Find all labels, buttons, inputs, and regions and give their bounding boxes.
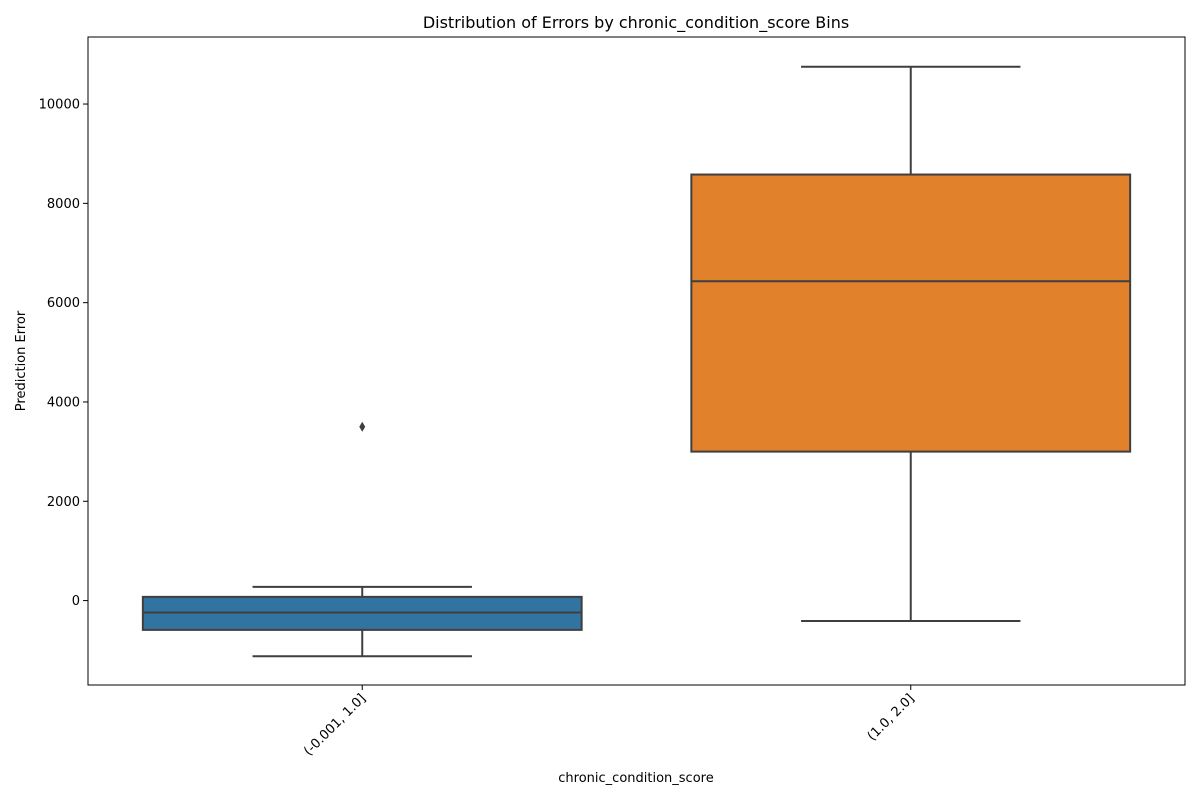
y-tick-label: 2000: [47, 495, 80, 510]
x-tick-label: (1.0, 2.0]: [865, 691, 918, 744]
box-group: [690, 65, 1132, 622]
y-axis: 0 2000 4000 6000 8000 10000: [39, 98, 88, 609]
y-tick-label: 10000: [39, 98, 80, 113]
y-axis-label: Prediction Error: [14, 310, 29, 411]
plot-area: [141, 65, 1132, 658]
y-tick-label: 4000: [47, 395, 80, 410]
outlier-point: [359, 421, 366, 432]
x-tick-label: (-0.001, 1.0]: [301, 691, 369, 759]
y-tick-label: 0: [72, 594, 80, 609]
y-tick-label: 8000: [47, 197, 80, 212]
chart-title: Distribution of Errors by chronic_condit…: [423, 13, 849, 33]
y-tick-label: 6000: [47, 296, 80, 311]
box-group: [141, 421, 583, 658]
box-iqr: [690, 173, 1132, 453]
plot-frame: [87, 36, 1186, 686]
x-axis-label: chronic_condition_score: [558, 771, 713, 786]
x-axis: (-0.001, 1.0] (1.0, 2.0]: [301, 685, 918, 759]
